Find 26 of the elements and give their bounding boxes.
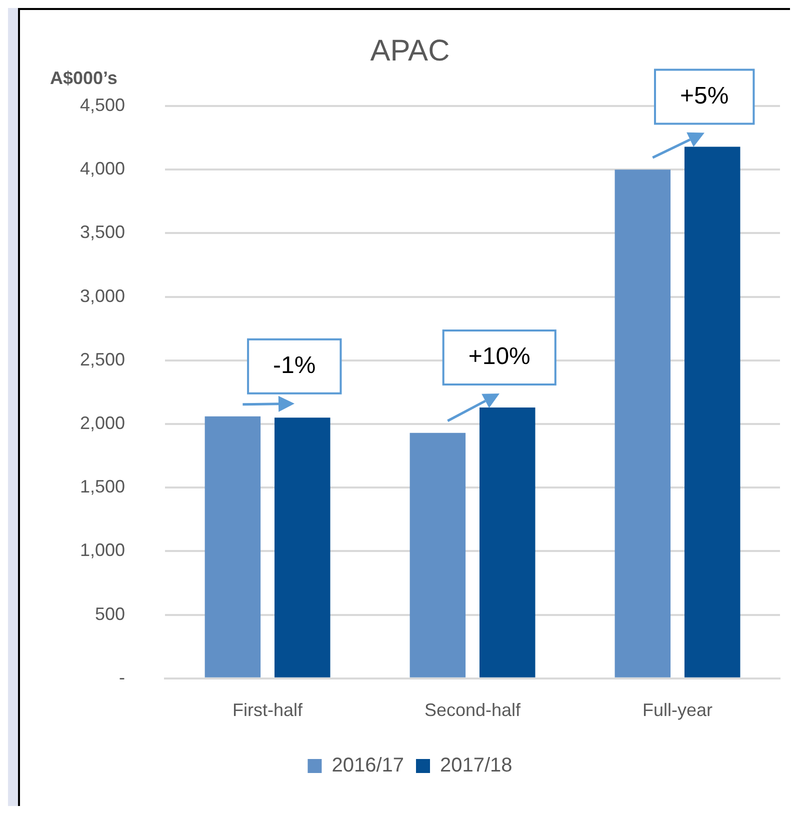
y-tick-label: 3,500 [80,222,126,242]
bar [614,170,671,678]
annotation: +5% [680,82,729,110]
chart-title: APAC [370,34,450,68]
annotation: +10% [468,343,530,370]
bar [274,418,330,678]
x-tick-label: Second-half [424,700,522,720]
y-tick-label: 500 [94,604,126,624]
y-tick-label: 1,500 [80,476,126,497]
y-axis-title: A$000’s [50,68,118,88]
legend-label: 2017/18 [440,754,512,777]
bar [684,146,740,678]
y-tick-label: 3,000 [80,286,126,306]
bar [410,432,466,678]
y-tick-label: 4,500 [80,94,126,115]
y-tick-label: 1,000 [80,540,126,560]
y-tick-label: 2,000 [80,412,126,433]
x-tick-label: First-half [232,700,304,720]
bar [479,407,536,678]
legend-label: 2016/17 [332,754,404,777]
y-tick-label: 4,000 [80,158,126,179]
y-tick-label: 2,500 [80,349,126,370]
bar [204,416,261,678]
y-tick-label: - [119,667,126,688]
x-tick-label: Full-year [642,700,713,720]
annotation: -1% [273,352,316,379]
